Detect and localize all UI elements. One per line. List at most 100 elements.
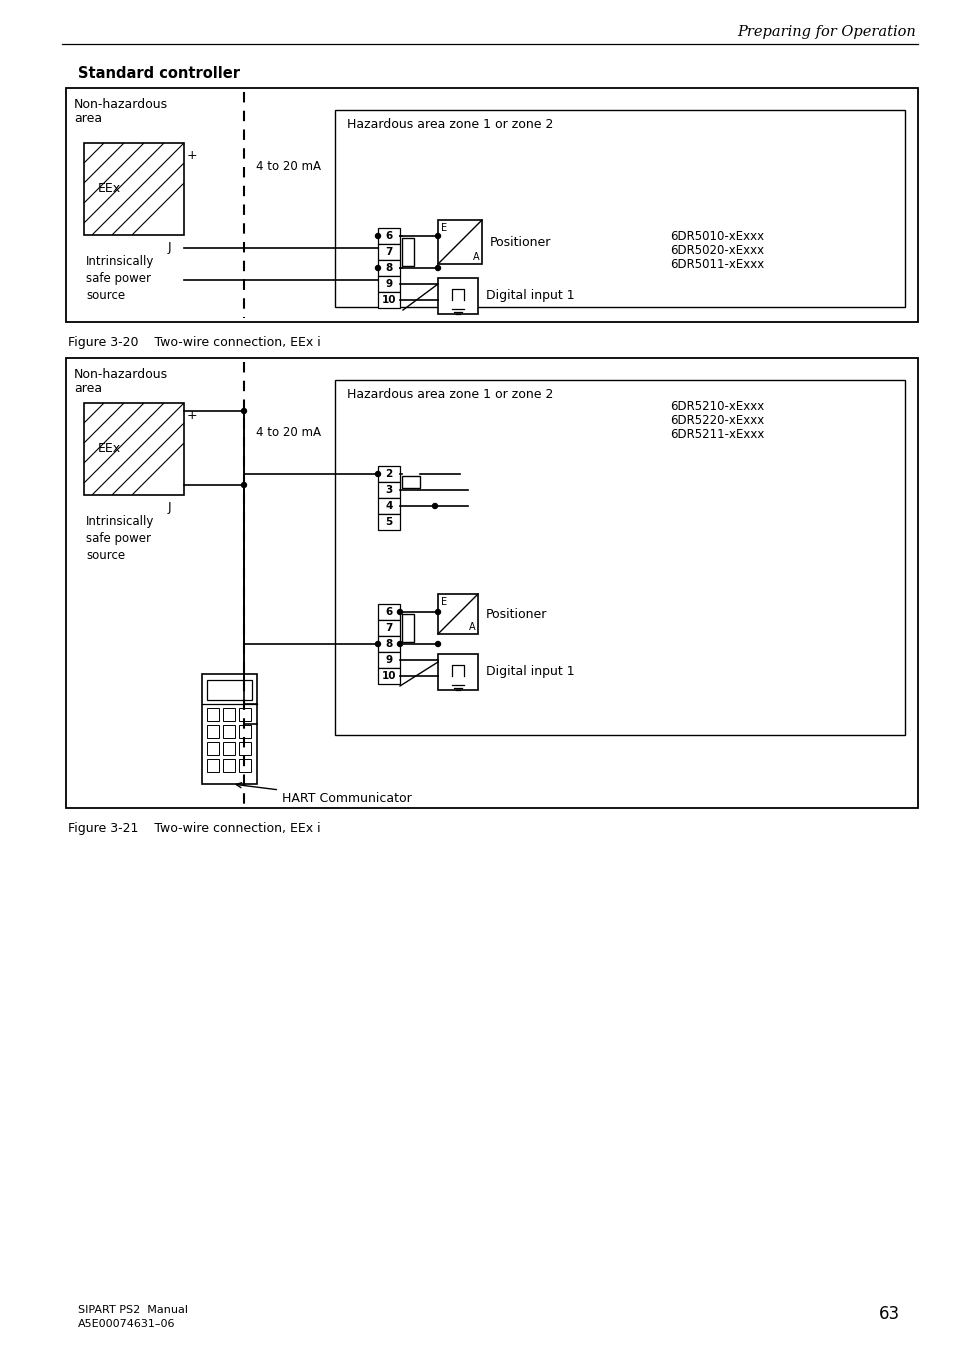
- Text: E: E: [440, 223, 447, 232]
- Bar: [208, 708, 219, 721]
- Text: +: +: [187, 149, 197, 162]
- Circle shape: [375, 471, 380, 477]
- Bar: [239, 708, 252, 721]
- Text: 6DR5211-xExxx: 6DR5211-xExxx: [669, 428, 763, 440]
- Text: 8: 8: [385, 263, 393, 273]
- Bar: [84, 143, 184, 235]
- Text: 4 to 20 mA: 4 to 20 mA: [256, 161, 321, 173]
- Circle shape: [375, 642, 380, 647]
- Circle shape: [435, 266, 440, 270]
- Text: 6: 6: [385, 607, 393, 617]
- Text: 2: 2: [385, 469, 393, 480]
- Bar: [223, 759, 235, 771]
- Bar: [377, 499, 399, 513]
- Bar: [208, 759, 219, 771]
- Text: area: area: [74, 112, 102, 126]
- Bar: [66, 358, 917, 808]
- Text: Intrinsically
safe power
source: Intrinsically safe power source: [86, 255, 154, 303]
- Bar: [401, 476, 419, 488]
- Text: 4 to 20 mA: 4 to 20 mA: [256, 427, 321, 439]
- Bar: [223, 725, 235, 738]
- Text: +: +: [187, 409, 197, 422]
- Text: J: J: [168, 240, 172, 254]
- Text: A: A: [469, 621, 476, 632]
- Bar: [202, 674, 256, 784]
- Text: Non-hazardous: Non-hazardous: [74, 99, 168, 111]
- Text: Hazardous area zone 1 or zone 2: Hazardous area zone 1 or zone 2: [347, 388, 553, 401]
- Text: 6DR5210-xExxx: 6DR5210-xExxx: [669, 400, 763, 413]
- Text: 7: 7: [385, 623, 393, 634]
- Bar: [335, 109, 904, 307]
- Circle shape: [432, 504, 437, 508]
- Bar: [377, 482, 399, 499]
- Circle shape: [397, 609, 402, 615]
- Text: 9: 9: [385, 280, 392, 289]
- Text: A: A: [473, 253, 479, 262]
- Bar: [377, 292, 399, 308]
- Text: Intrinsically
safe power
source: Intrinsically safe power source: [86, 515, 154, 562]
- Bar: [239, 725, 252, 738]
- Text: E: E: [440, 597, 447, 607]
- Text: Standard controller: Standard controller: [78, 66, 240, 81]
- Bar: [377, 466, 399, 482]
- Bar: [377, 245, 399, 259]
- Bar: [223, 708, 235, 721]
- Text: 6DR5011-xExxx: 6DR5011-xExxx: [669, 258, 763, 272]
- Bar: [377, 259, 399, 276]
- Text: 10: 10: [381, 671, 395, 681]
- Bar: [377, 276, 399, 292]
- Circle shape: [435, 234, 440, 239]
- Text: 9: 9: [385, 655, 392, 665]
- Text: 6DR5010-xExxx: 6DR5010-xExxx: [669, 230, 763, 243]
- Bar: [377, 604, 399, 620]
- Circle shape: [435, 609, 440, 615]
- Text: Figure 3-21    Two-wire connection, EEx i: Figure 3-21 Two-wire connection, EEx i: [68, 821, 320, 835]
- Bar: [223, 742, 235, 755]
- Bar: [401, 613, 414, 642]
- Text: 63: 63: [878, 1305, 899, 1323]
- Text: Preparing for Operation: Preparing for Operation: [737, 26, 915, 39]
- Text: 5: 5: [385, 517, 393, 527]
- Text: 6DR5220-xExxx: 6DR5220-xExxx: [669, 413, 763, 427]
- Bar: [437, 654, 477, 690]
- Text: 7: 7: [385, 247, 393, 257]
- Bar: [335, 380, 904, 735]
- Bar: [377, 228, 399, 245]
- Bar: [437, 594, 477, 634]
- Text: 4: 4: [385, 501, 393, 511]
- Bar: [239, 742, 252, 755]
- Bar: [208, 725, 219, 738]
- Text: Positioner: Positioner: [485, 608, 547, 620]
- Text: 6DR5020-xExxx: 6DR5020-xExxx: [669, 245, 763, 257]
- Text: 10: 10: [381, 295, 395, 305]
- Circle shape: [375, 234, 380, 239]
- Text: 8: 8: [385, 639, 393, 648]
- Bar: [437, 278, 477, 313]
- Text: Digital input 1: Digital input 1: [485, 289, 574, 303]
- Bar: [66, 88, 917, 322]
- Bar: [208, 742, 219, 755]
- Circle shape: [375, 266, 380, 270]
- Bar: [401, 238, 414, 266]
- Bar: [377, 513, 399, 530]
- Bar: [377, 620, 399, 636]
- Text: 6: 6: [385, 231, 393, 240]
- Text: SIPART PS2  Manual
A5E00074631–06: SIPART PS2 Manual A5E00074631–06: [78, 1305, 188, 1329]
- Text: Hazardous area zone 1 or zone 2: Hazardous area zone 1 or zone 2: [347, 118, 553, 131]
- Circle shape: [241, 408, 246, 413]
- Text: EEx: EEx: [98, 182, 121, 196]
- Text: HART Communicator: HART Communicator: [236, 782, 412, 805]
- Text: Positioner: Positioner: [490, 235, 551, 249]
- Text: Digital input 1: Digital input 1: [485, 666, 574, 678]
- Bar: [437, 220, 481, 263]
- Bar: [377, 667, 399, 684]
- Bar: [84, 403, 184, 494]
- Text: area: area: [74, 382, 102, 394]
- Text: Figure 3-20    Two-wire connection, EEx i: Figure 3-20 Two-wire connection, EEx i: [68, 336, 320, 349]
- Circle shape: [435, 642, 440, 647]
- Text: J: J: [168, 501, 172, 513]
- Bar: [377, 636, 399, 653]
- Text: EEx: EEx: [98, 443, 121, 455]
- Bar: [377, 653, 399, 667]
- Text: Non-hazardous: Non-hazardous: [74, 367, 168, 381]
